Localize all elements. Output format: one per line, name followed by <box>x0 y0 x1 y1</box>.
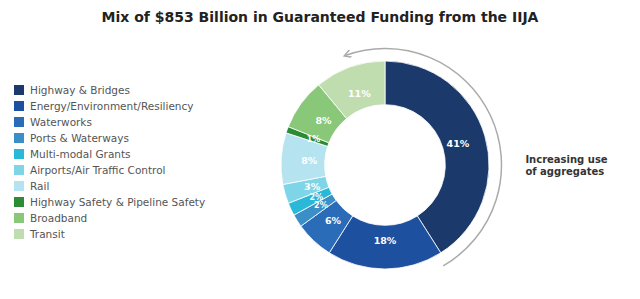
data-label: 11% <box>348 88 371 99</box>
chart: Mix of $853 Billion in Guaranteed Fundin… <box>0 0 640 299</box>
legend-label: Broadband <box>30 212 87 224</box>
data-label: 18% <box>374 235 397 246</box>
data-label: 2% <box>310 193 324 202</box>
annotation: Increasing useof aggregates <box>525 154 607 177</box>
data-label: 41% <box>447 138 470 149</box>
legend-swatch <box>14 149 24 159</box>
data-label: 1% <box>307 135 321 144</box>
annotation-line: of aggregates <box>525 166 604 177</box>
data-label: 8% <box>301 155 318 166</box>
legend-label: Transit <box>29 228 65 240</box>
data-label: 3% <box>304 181 321 192</box>
legend-label: Highway & Bridges <box>30 84 130 96</box>
legend-swatch <box>14 229 24 239</box>
legend-label: Energy/Environment/Resiliency <box>30 100 194 112</box>
legend-label: Highway Safety & Pipeline Safety <box>30 196 205 208</box>
legend-swatch <box>14 165 24 175</box>
legend-swatch <box>14 181 24 191</box>
wedge <box>319 61 385 119</box>
arc-arrow <box>345 49 501 266</box>
data-label: 8% <box>316 115 333 126</box>
legend-label: Multi-modal Grants <box>30 148 131 160</box>
legend-label: Airports/Air Traffic Control <box>30 164 166 176</box>
legend-swatch <box>14 213 24 223</box>
legend-label: Rail <box>30 180 49 192</box>
legend-swatch <box>14 85 24 95</box>
legend-swatch <box>14 133 24 143</box>
legend-swatch <box>14 197 24 207</box>
annotation-line: Increasing use <box>525 154 607 165</box>
donut <box>281 61 489 269</box>
legend-swatch <box>14 117 24 127</box>
legend-swatch <box>14 101 24 111</box>
data-labels: 41%18%6%2%2%3%8%1%8%11% <box>301 88 470 246</box>
title: Mix of $853 Billion in Guaranteed Fundin… <box>102 9 539 25</box>
legend-label: Waterworks <box>30 116 92 128</box>
legend: Highway & Bridges Energy/Environment/Resi… <box>14 84 205 240</box>
background <box>0 0 640 299</box>
data-label: 2% <box>314 201 328 210</box>
legend-label: Ports & Waterways <box>30 132 129 144</box>
data-label: 6% <box>325 215 342 226</box>
